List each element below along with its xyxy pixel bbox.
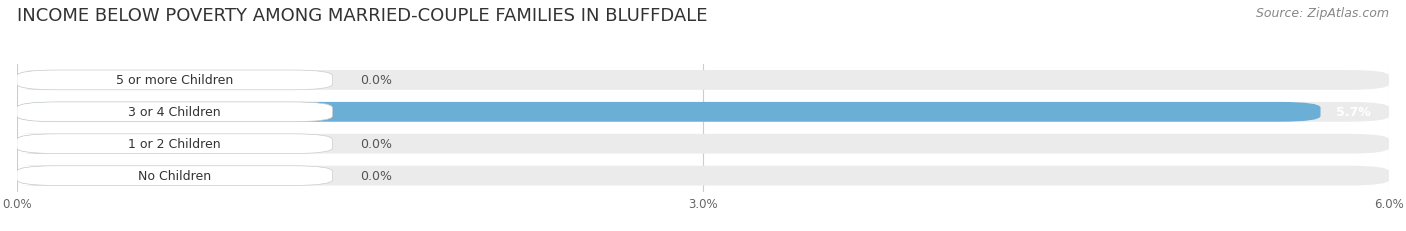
FancyBboxPatch shape xyxy=(17,103,1389,122)
Text: 3 or 4 Children: 3 or 4 Children xyxy=(128,106,221,119)
Text: INCOME BELOW POVERTY AMONG MARRIED-COUPLE FAMILIES IN BLUFFDALE: INCOME BELOW POVERTY AMONG MARRIED-COUPL… xyxy=(17,7,707,25)
Text: 0.0%: 0.0% xyxy=(360,138,392,151)
FancyBboxPatch shape xyxy=(17,103,332,122)
Text: 1 or 2 Children: 1 or 2 Children xyxy=(128,138,221,151)
Text: 0.0%: 0.0% xyxy=(360,74,392,87)
FancyBboxPatch shape xyxy=(17,71,58,90)
Text: 5 or more Children: 5 or more Children xyxy=(117,74,233,87)
FancyBboxPatch shape xyxy=(17,166,1389,186)
FancyBboxPatch shape xyxy=(17,166,332,186)
FancyBboxPatch shape xyxy=(17,134,332,154)
FancyBboxPatch shape xyxy=(17,71,1389,90)
FancyBboxPatch shape xyxy=(17,166,58,186)
FancyBboxPatch shape xyxy=(17,71,332,90)
FancyBboxPatch shape xyxy=(17,103,1320,122)
FancyBboxPatch shape xyxy=(17,134,1389,154)
Text: Source: ZipAtlas.com: Source: ZipAtlas.com xyxy=(1256,7,1389,20)
Text: No Children: No Children xyxy=(138,169,211,182)
Text: 0.0%: 0.0% xyxy=(360,169,392,182)
FancyBboxPatch shape xyxy=(17,134,58,154)
Text: 5.7%: 5.7% xyxy=(1336,106,1371,119)
